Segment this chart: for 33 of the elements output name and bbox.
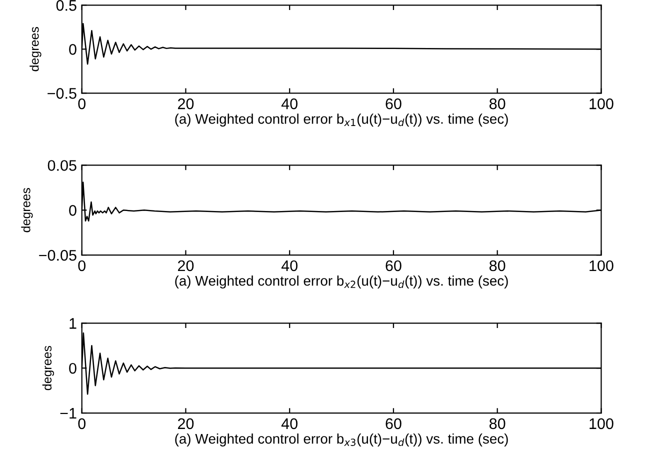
y-tick-label: 0 — [69, 362, 76, 374]
x-tick-label: 100 — [590, 98, 614, 110]
x-tick-label: 20 — [178, 98, 194, 110]
x-tick-label: 0 — [78, 260, 86, 272]
y-tick-label: −0.05 — [39, 250, 76, 261]
x-tick-label: 80 — [490, 418, 506, 430]
y-tick-label: 0.5 — [56, 0, 76, 11]
x-tick-label: 40 — [281, 418, 298, 430]
y-tick-label: −1 — [60, 408, 76, 419]
x-tick-label: 40 — [281, 98, 298, 110]
y-tick-label: −0.5 — [48, 88, 76, 99]
x-tick-label: 80 — [490, 98, 506, 110]
y-axis-title: degrees — [30, 27, 42, 72]
x-axis-title: (a) Weighted control error b$_{x2}$(u(t)−u$_{d}$(t)) vs. time (sec) — [175, 276, 508, 288]
y-tick-label: 0 — [69, 44, 76, 55]
y-tick-label: 0.05 — [48, 160, 76, 171]
x-axis-title: (a) Weighted control error b$_{x3}$(u(t)−u$_{d}$(t)) vs. time (sec) — [175, 434, 508, 446]
x-tick-label: 100 — [590, 260, 614, 272]
y-tick-label: 0 — [69, 205, 76, 216]
x-tick-label: 20 — [178, 418, 194, 430]
y-axis-title: degrees — [21, 188, 33, 232]
x-tick-label: 60 — [386, 418, 402, 430]
x-tick-label: 60 — [386, 98, 402, 110]
x-tick-label: 60 — [386, 260, 402, 272]
x-tick-label: 0 — [78, 98, 86, 110]
y-tick-label: 1 — [70, 318, 76, 329]
x-tick-label: 80 — [490, 260, 506, 272]
y-axis-title: degrees — [42, 346, 54, 390]
x-tick-label: 100 — [590, 418, 614, 430]
x-tick-label: 40 — [281, 260, 298, 272]
x-axis-title: (a) Weighted control error b$_{x1}$(u(t)−u$_{d}$(t)) vs. time (sec) — [175, 114, 508, 127]
x-tick-label: 0 — [78, 418, 86, 430]
x-tick-label: 20 — [178, 260, 194, 272]
